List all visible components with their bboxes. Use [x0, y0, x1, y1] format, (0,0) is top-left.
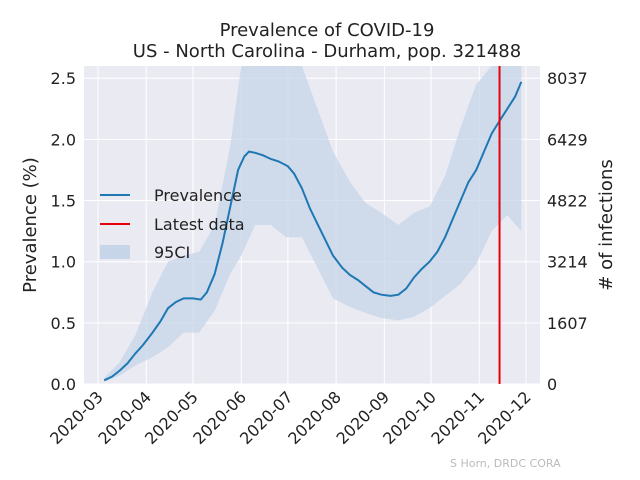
prevalence-line	[103, 81, 523, 382]
y2-axis-ticks: 0 1607 3214 4822 6429 8037	[547, 69, 588, 394]
ci-band	[104, 66, 522, 382]
y2-axis-label: # of infections	[596, 159, 617, 290]
ci-band-area	[104, 66, 522, 382]
y-tick-label: 1.0	[51, 253, 76, 272]
legend-swatch-ci	[100, 245, 130, 259]
chart-title: Prevalence of COVID-19	[220, 20, 435, 41]
legend-entry-latest: Latest data	[154, 215, 245, 234]
legend-entry-prevalence: Prevalence	[154, 186, 242, 205]
y2-tick-label: 3214	[547, 253, 588, 272]
chart-subtitle: US - North Carolina - Durham, pop. 32148…	[133, 41, 521, 62]
y2-tick-label: 1607	[547, 314, 588, 333]
y-tick-label: 0.5	[51, 314, 76, 333]
y-axis-label: Prevalence (%)	[20, 157, 41, 293]
legend-entry-ci: 95CI	[154, 243, 190, 262]
y-tick-label: 2.5	[51, 69, 76, 88]
y2-tick-label: 6429	[547, 130, 588, 149]
y-tick-label: 1.5	[51, 192, 76, 211]
y2-tick-label: 0	[547, 375, 557, 394]
y2-tick-label: 8037	[547, 69, 588, 88]
credit-text: S Horn, DRDC CORA	[450, 457, 561, 470]
series-lines	[103, 66, 523, 384]
y-axis-ticks: 0.0 0.5 1.0 1.5 2.0 2.5	[51, 69, 76, 394]
y-tick-label: 0.0	[51, 375, 76, 394]
y2-tick-label: 4822	[547, 192, 588, 211]
x-axis-ticks: 2020-032020-042020-052020-062020-072020-…	[46, 387, 535, 448]
y-tick-label: 2.0	[51, 130, 76, 149]
legend: Prevalence Latest data 95CI	[100, 186, 245, 262]
